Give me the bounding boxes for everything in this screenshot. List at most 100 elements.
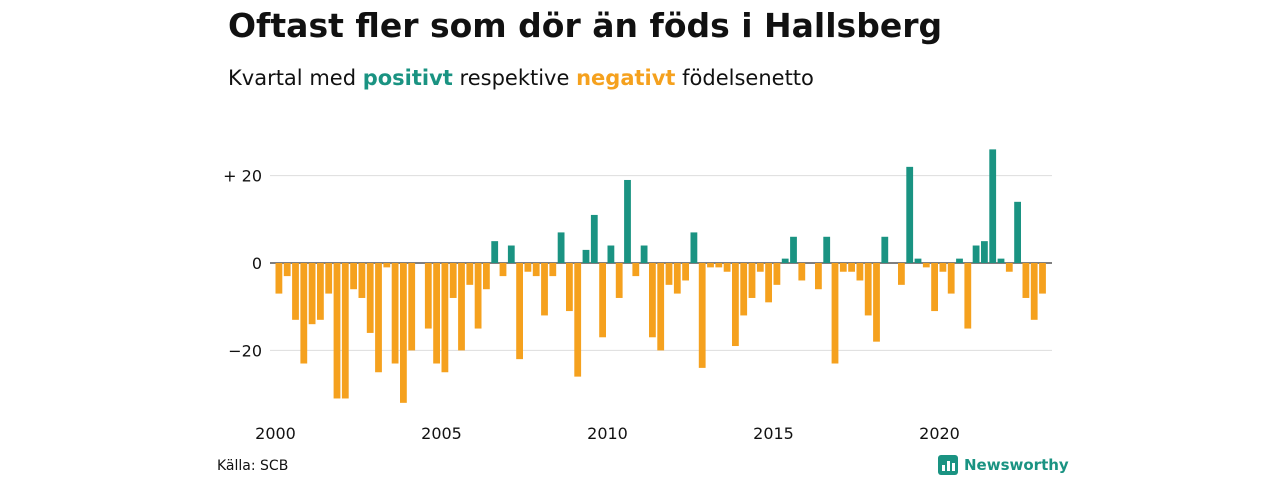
- bar-negative: [798, 263, 806, 281]
- bar-negative: [740, 263, 748, 316]
- bar-negative: [375, 263, 382, 373]
- x-tick-label: 2000: [255, 424, 296, 443]
- bar-positive: [914, 258, 922, 263]
- bar-negative: [308, 263, 316, 325]
- bar-positive: [582, 249, 590, 263]
- bar-negative: [341, 263, 349, 399]
- bar-negative: [931, 263, 938, 312]
- bar-positive: [491, 241, 499, 263]
- bar-negative: [873, 263, 880, 342]
- bar-positive: [1014, 201, 1021, 263]
- bar-negative: [474, 263, 482, 329]
- bar-negative: [682, 263, 689, 281]
- bar-negative: [366, 263, 374, 333]
- bar-negative: [1022, 263, 1030, 298]
- x-tick-label: 2010: [587, 424, 628, 443]
- bar-negative: [499, 263, 507, 277]
- bar-negative: [532, 263, 540, 277]
- bar-negative: [400, 263, 407, 403]
- subtitle-suffix: födelsenetto: [682, 66, 814, 90]
- bar-positive: [989, 149, 997, 263]
- bar-negative: [358, 263, 366, 298]
- bar-negative: [649, 263, 656, 338]
- bar-positive: [640, 245, 648, 263]
- bar-negative: [856, 263, 864, 281]
- bar-positive: [981, 241, 988, 263]
- subtitle-positive-label: positivt: [362, 66, 453, 90]
- bar-negative: [424, 263, 432, 329]
- newsworthy-logo-icon: [938, 455, 958, 475]
- bar-negative: [441, 263, 449, 373]
- bar-positive: [972, 245, 980, 263]
- bar-negative: [765, 263, 772, 303]
- brand-name: Newsworthy: [964, 456, 1069, 474]
- bar-negative: [325, 263, 333, 294]
- bar-negative: [599, 263, 606, 338]
- bar-negative: [632, 263, 640, 277]
- bar-negative: [1030, 263, 1038, 320]
- bar-negative: [350, 263, 357, 290]
- bar-negative: [483, 263, 490, 290]
- x-tick-label: 2005: [421, 424, 462, 443]
- bar-negative: [524, 263, 532, 272]
- bar-negative: [433, 263, 440, 364]
- bar-negative: [300, 263, 308, 364]
- bar-negative: [541, 263, 548, 316]
- x-tick-label: 2015: [753, 424, 794, 443]
- x-tick-label: 2020: [919, 424, 960, 443]
- bar-negative: [566, 263, 573, 312]
- y-tick-label: 0: [252, 254, 262, 273]
- bar-negative: [831, 263, 839, 364]
- bar-negative: [657, 263, 665, 351]
- bar-negative: [715, 263, 723, 268]
- bar-negative: [574, 263, 582, 377]
- bar-negative: [848, 263, 855, 272]
- bar-negative: [333, 263, 341, 399]
- bar-negative: [756, 263, 764, 272]
- bar-positive: [557, 232, 565, 263]
- bar-positive: [790, 236, 797, 263]
- bar-negative: [748, 263, 756, 298]
- bar-negative: [275, 263, 283, 294]
- bar-negative: [283, 263, 291, 277]
- bar-positive: [906, 166, 914, 263]
- bar-negative: [698, 263, 706, 368]
- bar-negative: [922, 263, 930, 268]
- bar-negative: [1005, 263, 1013, 272]
- bar-negative: [947, 263, 955, 294]
- y-tick-label: + 20: [223, 167, 262, 186]
- bar-negative: [773, 263, 781, 285]
- bar-positive: [507, 245, 515, 263]
- bar-negative: [466, 263, 474, 285]
- bar-positive: [956, 258, 963, 263]
- bar-positive: [690, 232, 698, 263]
- bar-positive: [997, 258, 1005, 263]
- bar-negative: [1039, 263, 1046, 294]
- bar-negative: [964, 263, 972, 329]
- bar-negative: [449, 263, 457, 298]
- subtitle-middle: respektive: [459, 66, 570, 90]
- bar-positive: [881, 236, 889, 263]
- bar-positive: [607, 245, 615, 263]
- chart-title: Oftast fler som dör än föds i Hallsberg: [228, 6, 943, 45]
- bar-negative: [815, 263, 822, 290]
- bar-negative: [665, 263, 673, 285]
- bar-negative: [292, 263, 299, 320]
- bar-negative: [549, 263, 557, 277]
- bar-negative: [615, 263, 623, 298]
- bar-negative: [408, 263, 416, 351]
- bar-negative: [383, 263, 391, 268]
- bar-negative: [458, 263, 465, 351]
- bar-positive: [590, 214, 598, 263]
- bar-positive: [624, 179, 631, 263]
- bar-negative: [723, 263, 731, 272]
- bar-negative: [839, 263, 847, 272]
- bar-negative: [673, 263, 681, 294]
- bar-negative: [391, 263, 399, 364]
- bar-negative: [317, 263, 324, 320]
- y-tick-label: −20: [228, 341, 262, 360]
- bar-negative: [732, 263, 739, 347]
- bar-negative: [707, 263, 714, 268]
- bar-negative: [898, 263, 905, 285]
